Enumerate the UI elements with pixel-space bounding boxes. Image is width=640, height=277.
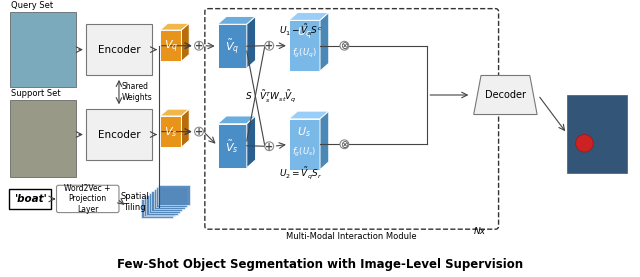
Text: $V_q$: $V_q$ bbox=[164, 39, 178, 55]
Polygon shape bbox=[160, 23, 189, 30]
FancyBboxPatch shape bbox=[147, 195, 177, 215]
FancyBboxPatch shape bbox=[159, 185, 189, 205]
FancyBboxPatch shape bbox=[151, 191, 182, 211]
Polygon shape bbox=[181, 109, 189, 147]
Polygon shape bbox=[320, 111, 329, 170]
Polygon shape bbox=[289, 12, 329, 20]
Polygon shape bbox=[247, 116, 255, 168]
Text: Decoder: Decoder bbox=[485, 90, 526, 100]
Text: $U_q$: $U_q$ bbox=[297, 26, 312, 42]
Polygon shape bbox=[247, 16, 255, 68]
Text: +: + bbox=[195, 127, 203, 137]
Text: +: + bbox=[195, 41, 203, 51]
Circle shape bbox=[340, 41, 349, 50]
Text: Shared
Weights: Shared Weights bbox=[122, 82, 153, 102]
Text: $U_s$: $U_s$ bbox=[298, 126, 312, 140]
Polygon shape bbox=[567, 94, 627, 173]
Polygon shape bbox=[86, 109, 152, 160]
Text: Encoder: Encoder bbox=[98, 45, 140, 55]
FancyBboxPatch shape bbox=[141, 199, 173, 219]
Text: Few-Shot Object Segmentation with Image-Level Supervision: Few-Shot Object Segmentation with Image-… bbox=[117, 258, 523, 271]
FancyBboxPatch shape bbox=[56, 185, 119, 212]
Polygon shape bbox=[160, 116, 181, 147]
Polygon shape bbox=[181, 23, 189, 61]
Polygon shape bbox=[289, 119, 320, 170]
Text: +: + bbox=[265, 142, 273, 152]
Text: Query Set: Query Set bbox=[11, 1, 52, 10]
Polygon shape bbox=[218, 124, 247, 168]
FancyBboxPatch shape bbox=[156, 187, 188, 207]
Text: Nx: Nx bbox=[474, 227, 486, 236]
Text: $\tilde{V}_q$: $\tilde{V}_q$ bbox=[225, 37, 239, 57]
Text: $f_g(U_q)$: $f_g(U_q)$ bbox=[292, 47, 317, 60]
Circle shape bbox=[340, 140, 349, 149]
Circle shape bbox=[575, 135, 593, 152]
Text: Spatial
Tiling: Spatial Tiling bbox=[120, 192, 149, 212]
Polygon shape bbox=[289, 111, 329, 119]
Polygon shape bbox=[218, 116, 255, 124]
Polygon shape bbox=[218, 24, 247, 68]
Text: $V_s$: $V_s$ bbox=[164, 126, 177, 140]
Text: $U_1-\tilde{V}_sS^c$: $U_1-\tilde{V}_sS^c$ bbox=[279, 22, 322, 38]
FancyBboxPatch shape bbox=[9, 189, 51, 209]
Polygon shape bbox=[218, 16, 255, 24]
Text: $\tilde{V}_s$: $\tilde{V}_s$ bbox=[225, 138, 239, 155]
Text: ⊗: ⊗ bbox=[340, 41, 348, 51]
FancyBboxPatch shape bbox=[144, 197, 175, 217]
Polygon shape bbox=[474, 76, 537, 114]
Text: Support Set: Support Set bbox=[11, 89, 60, 98]
Polygon shape bbox=[10, 100, 76, 178]
Polygon shape bbox=[160, 30, 181, 61]
FancyBboxPatch shape bbox=[154, 189, 185, 209]
Text: ⊗: ⊗ bbox=[340, 140, 348, 150]
Text: $S \quad \tilde{V}_s^T W_{st}\tilde{V}_q$: $S \quad \tilde{V}_s^T W_{st}\tilde{V}_q… bbox=[245, 89, 297, 104]
Circle shape bbox=[195, 127, 204, 136]
Polygon shape bbox=[160, 109, 189, 116]
FancyBboxPatch shape bbox=[148, 193, 180, 212]
Circle shape bbox=[265, 142, 274, 151]
Polygon shape bbox=[289, 20, 320, 71]
Text: 'boat': 'boat' bbox=[14, 194, 47, 204]
Text: $f_g(U_s)$: $f_g(U_s)$ bbox=[292, 145, 316, 159]
Circle shape bbox=[265, 41, 274, 50]
Polygon shape bbox=[86, 24, 152, 75]
Polygon shape bbox=[10, 12, 76, 87]
Text: $U_2=\tilde{V}_qS_r$: $U_2=\tilde{V}_qS_r$ bbox=[279, 165, 322, 181]
Text: Encoder: Encoder bbox=[98, 130, 140, 140]
Text: +: + bbox=[265, 41, 273, 51]
Circle shape bbox=[195, 41, 204, 50]
Text: Word2Vec +
Projection
Layer: Word2Vec + Projection Layer bbox=[65, 184, 111, 214]
Polygon shape bbox=[320, 12, 329, 71]
Text: Multi-Modal Interaction Module: Multi-Modal Interaction Module bbox=[287, 232, 417, 241]
